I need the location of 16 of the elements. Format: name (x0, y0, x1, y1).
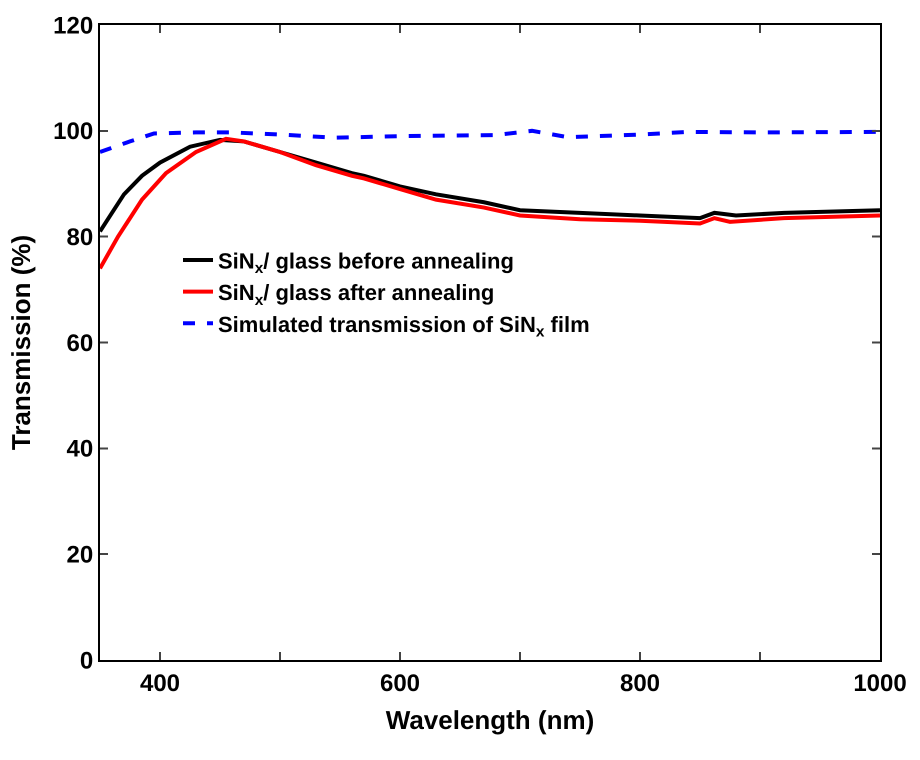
legend-label: SiN$_{x}$/ glass after annealing (218, 280, 494, 309)
x-tick-label: 400 (140, 670, 180, 697)
y-tick-label: 120 (53, 12, 94, 40)
y-tick-label: 0 (80, 647, 94, 674)
legend-label: SiN$_{x}$/ glass before annealing (218, 248, 514, 278)
x-axis-title: Wavelength (nm) (386, 705, 594, 735)
x-tick-label: 600 (380, 670, 420, 697)
x-tick-label: 1000 (853, 670, 907, 697)
x-tick-label: 800 (620, 670, 660, 697)
y-tick-label: 60 (66, 330, 94, 357)
y-tick-label: 100 (53, 118, 94, 146)
y-tick-label: 40 (66, 436, 94, 463)
y-axis-title: Transmission (%) (6, 234, 36, 450)
legend-label: Simulated transmission of SiN$_{x}$ film (218, 312, 590, 340)
y-tick-label: 80 (66, 224, 94, 252)
y-tick-label: 20 (66, 542, 94, 569)
